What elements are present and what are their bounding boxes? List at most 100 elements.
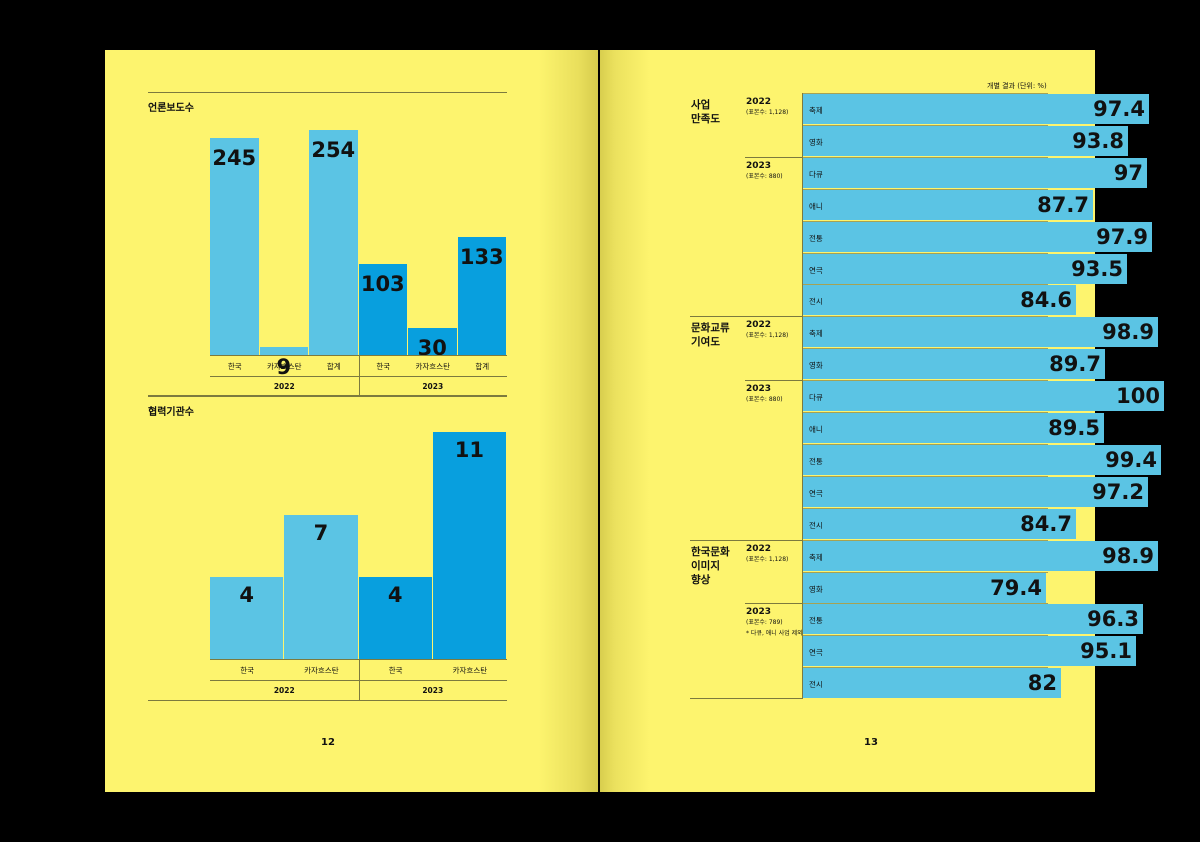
year-rule: [745, 603, 803, 604]
result-label: 전통: [809, 616, 823, 625]
bar-value-label: 245: [212, 146, 257, 170]
result-label: 전시: [809, 297, 823, 306]
result-bar: 98.9 축제: [803, 541, 1158, 571]
group-name: 문화교류 기여도: [691, 321, 730, 349]
year-rule: [745, 380, 803, 381]
result-value: 98.9: [1102, 320, 1154, 344]
category-label: 카자흐스탄: [452, 666, 488, 675]
year-label: 2022: [273, 686, 295, 695]
group-name-line: 한국문화: [691, 546, 730, 558]
result-bar: 99.4 전통: [803, 445, 1161, 475]
result-bar: 89.7 영화: [803, 349, 1105, 379]
sample-size: (표본수: 1,128): [746, 556, 789, 563]
group-name-line: 만족도: [691, 113, 720, 125]
row-rule: [803, 603, 1048, 604]
row-rule: [803, 93, 1048, 94]
result-value: 84.6: [1020, 288, 1072, 312]
bar-value-label: 4: [239, 583, 254, 607]
row-rule: [803, 221, 1048, 222]
result-label: 전통: [809, 457, 823, 466]
result-value: 87.7: [1037, 193, 1089, 217]
partners-chart-title: 협력기관수: [148, 407, 194, 418]
year-label: 2023: [746, 384, 772, 394]
group-name-line: 사업: [691, 99, 711, 111]
year-rule: [745, 157, 803, 158]
page-number-right: 13: [864, 737, 878, 748]
year-label: 2023: [422, 686, 444, 695]
sample-note: * 다큐, 애니 사업 제외: [746, 630, 803, 637]
press-top-rule: [148, 92, 507, 93]
row-rule: [803, 284, 1048, 285]
year-divider: [358, 659, 360, 700]
bar-value-label: 254: [311, 138, 356, 162]
category-label: 한국: [388, 666, 403, 675]
sample-size: (표본수: 1,128): [746, 109, 789, 116]
result-label: 축제: [809, 553, 823, 562]
result-label: 영화: [809, 585, 823, 594]
result-value: 89.7: [1049, 352, 1101, 376]
group-rule: [690, 540, 803, 541]
row-rule: [803, 508, 1048, 509]
sample-size: (표본수: 880): [746, 396, 783, 403]
result-bar: 97 다큐: [803, 158, 1147, 188]
result-bar: 79.4 영화: [803, 573, 1046, 603]
result-value: 96.3: [1087, 607, 1139, 631]
year-label: 2023: [746, 161, 772, 171]
bar-value-label: 9: [276, 355, 292, 379]
category-label: 한국: [227, 362, 242, 371]
result-bar: 84.6 전시: [803, 285, 1076, 315]
result-label: 연극: [809, 489, 823, 498]
year-label: 2022: [273, 382, 295, 391]
row-rule: [803, 444, 1048, 445]
sample-size: (표본수: 1,128): [746, 332, 789, 339]
result-value: 97.4: [1093, 97, 1145, 121]
row-rule: [803, 189, 1048, 190]
result-label: 영화: [809, 138, 823, 147]
year-label: 2022: [746, 97, 772, 107]
group-rule: [690, 316, 803, 317]
category-label: 카자흐스탄: [304, 666, 339, 675]
result-label: 애니: [809, 425, 823, 434]
unit-note: 개별 결과 (단위: %): [987, 82, 1047, 90]
result-value: 99.4: [1105, 448, 1157, 472]
bar: 245: [210, 138, 259, 355]
row-rule: [803, 635, 1048, 636]
row-rule: [803, 540, 1048, 541]
sample-size: (표본수: 880): [746, 173, 783, 180]
year-label: 2022: [746, 320, 772, 330]
category-label: 합계: [326, 362, 341, 371]
result-bar: 100 다큐: [803, 381, 1164, 411]
category-label: 한국: [240, 666, 255, 675]
group-name-line: 문화교류: [691, 322, 730, 334]
result-bar: 87.7 애니: [803, 190, 1093, 220]
result-value: 100: [1116, 384, 1160, 408]
category-label: 카자흐스탄: [267, 362, 302, 371]
year-label: 2022: [746, 544, 772, 554]
year-divider: [358, 355, 360, 396]
result-label: 영화: [809, 361, 823, 370]
bar: 7: [284, 515, 358, 659]
row-rule: [803, 476, 1048, 477]
page-number-left: 12: [321, 737, 335, 748]
result-bar: 89.5 애니: [803, 413, 1104, 443]
result-label: 전시: [809, 680, 823, 689]
result-bar: 82 전시: [803, 668, 1061, 698]
bar: 4: [358, 577, 432, 659]
sample-size: (표본수: 789): [746, 619, 783, 626]
row-rule: [803, 157, 1048, 158]
result-label: 연극: [809, 266, 823, 275]
bar: 103: [358, 264, 407, 355]
category-label: 합계: [475, 362, 490, 371]
result-bar: 93.5 연극: [803, 254, 1127, 284]
bar-value-label: 7: [313, 521, 329, 545]
result-label: 전시: [809, 521, 823, 530]
result-value: 82: [1027, 671, 1057, 695]
bar-value-label: 4: [387, 583, 403, 607]
bar-value-label: 30: [417, 336, 447, 360]
row-rule: [803, 348, 1048, 349]
result-value: 98.9: [1102, 544, 1154, 568]
result-bar: 97.4 축제: [803, 94, 1149, 124]
result-bar: 98.9 축제: [803, 317, 1158, 347]
bar-value-label: 133: [459, 245, 504, 269]
